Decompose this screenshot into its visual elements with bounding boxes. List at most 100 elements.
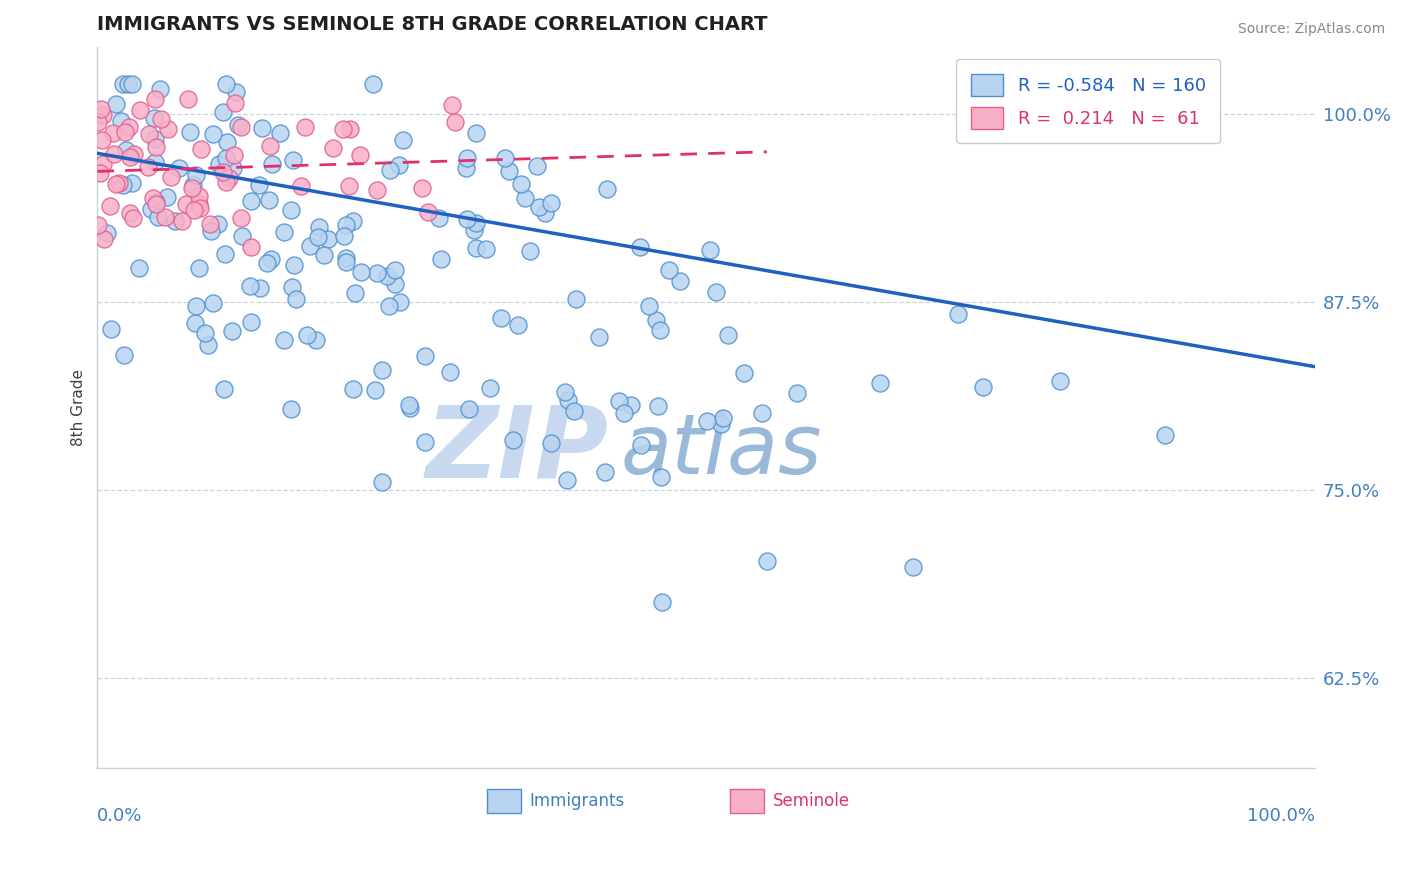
Point	[187, 260, 209, 275]
Point	[136, 160, 159, 174]
Point	[588, 330, 610, 344]
Point	[620, 399, 643, 413]
Point	[494, 151, 516, 165]
Point	[593, 465, 616, 479]
Point	[145, 155, 167, 169]
Point	[187, 188, 209, 202]
Point	[595, 182, 617, 196]
Point	[262, 157, 284, 171]
Point	[318, 232, 340, 246]
Point	[384, 263, 406, 277]
Point	[299, 239, 322, 253]
Point	[118, 206, 141, 220]
Text: Seminole: Seminole	[773, 792, 851, 810]
Point	[222, 148, 245, 162]
Point	[260, 252, 283, 267]
Point	[411, 181, 433, 195]
Point	[110, 114, 132, 128]
Point	[613, 406, 636, 420]
Point	[284, 292, 307, 306]
Point	[165, 213, 187, 227]
Point	[489, 310, 512, 325]
Point	[378, 162, 401, 177]
Point	[650, 469, 672, 483]
Point	[180, 180, 202, 194]
Point	[121, 211, 143, 225]
Point	[112, 348, 135, 362]
Point	[312, 248, 335, 262]
Point	[439, 365, 461, 379]
Point	[208, 157, 231, 171]
Point	[215, 135, 238, 149]
Text: Immigrants: Immigrants	[530, 792, 624, 810]
Point	[197, 337, 219, 351]
Point	[733, 366, 755, 380]
Point	[751, 406, 773, 420]
Point	[240, 194, 263, 208]
Point	[101, 126, 124, 140]
Point	[104, 177, 127, 191]
Point	[506, 318, 529, 333]
Point	[96, 226, 118, 240]
Point	[200, 224, 222, 238]
Point	[172, 214, 194, 228]
Point	[322, 141, 344, 155]
Point	[188, 202, 211, 216]
Point	[607, 394, 630, 409]
Point	[226, 118, 249, 132]
Point	[786, 385, 808, 400]
Point	[142, 111, 165, 125]
Point	[202, 127, 225, 141]
Point	[114, 143, 136, 157]
Point	[198, 218, 221, 232]
Point	[201, 296, 224, 310]
Text: Source: ZipAtlas.com: Source: ZipAtlas.com	[1237, 22, 1385, 37]
Point	[231, 228, 253, 243]
Point	[93, 232, 115, 246]
Point	[628, 240, 651, 254]
Point	[194, 326, 217, 340]
Point	[333, 228, 356, 243]
Point	[167, 161, 190, 176]
Point	[212, 382, 235, 396]
Point	[343, 286, 366, 301]
Point	[145, 197, 167, 211]
Point	[215, 151, 238, 165]
Point	[98, 199, 121, 213]
Point	[630, 438, 652, 452]
Point	[157, 121, 180, 136]
Point	[143, 132, 166, 146]
Point	[240, 240, 263, 254]
Point	[1049, 374, 1071, 388]
Point	[174, 197, 197, 211]
Point	[463, 222, 485, 236]
Point	[526, 159, 548, 173]
Point	[214, 77, 236, 91]
Point	[534, 206, 557, 220]
Point	[150, 112, 173, 127]
Point	[440, 98, 463, 112]
Point	[349, 148, 371, 162]
Point	[100, 322, 122, 336]
Point	[540, 436, 562, 450]
Point	[869, 376, 891, 390]
Point	[111, 178, 134, 193]
Point	[342, 214, 364, 228]
Point	[755, 554, 778, 568]
Point	[290, 179, 312, 194]
Point	[378, 299, 401, 313]
Point	[212, 105, 235, 120]
Point	[89, 166, 111, 180]
Point	[498, 163, 520, 178]
Point	[699, 243, 721, 257]
Point	[239, 315, 262, 329]
Point	[222, 161, 245, 175]
Point	[332, 121, 354, 136]
Point	[122, 147, 145, 161]
Point	[120, 150, 142, 164]
Point	[141, 191, 163, 205]
Point	[87, 115, 110, 129]
Y-axis label: 8th Grade: 8th Grade	[72, 368, 86, 446]
Point	[221, 324, 243, 338]
Point	[111, 77, 134, 91]
